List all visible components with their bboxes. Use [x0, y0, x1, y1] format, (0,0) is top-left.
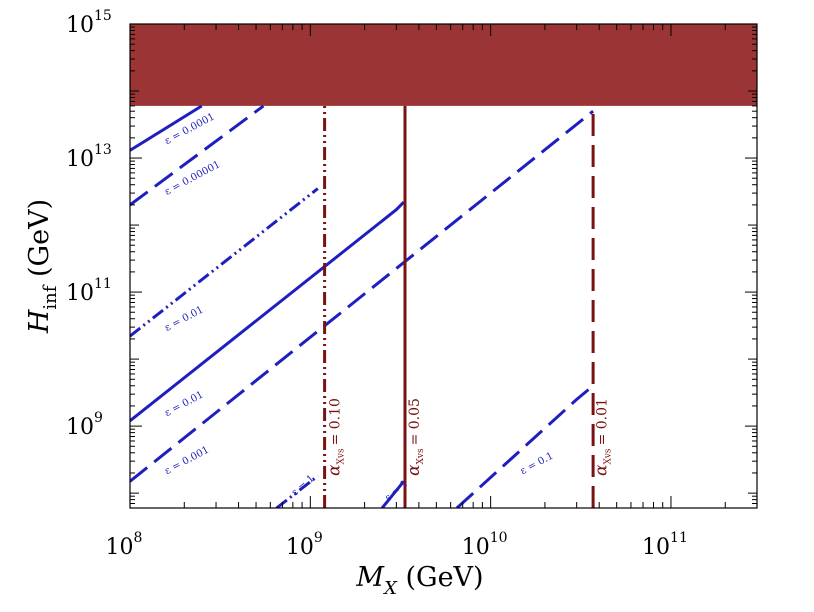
y-axis-title: Hinf (GeV): [24, 199, 61, 334]
x-tick-label-0: 108: [106, 530, 143, 560]
x-tick-label-2: 1010: [462, 530, 508, 560]
y-tick-label-3: 1015: [66, 8, 112, 38]
alpha-label-0: αXvs= 0.10: [324, 398, 346, 476]
excluded-region-band: [130, 24, 757, 106]
plot-frame: [129, 23, 758, 509]
series-line-5: [275, 474, 319, 508]
y-tick-label-2: 1013: [66, 142, 112, 172]
y-tick-label-0: 109: [66, 410, 103, 440]
series-line-3: [130, 201, 405, 422]
alpha-label-1: αXvs= 0.05: [404, 398, 426, 476]
series-line-0: [130, 104, 203, 152]
y-tick-label-1: 1011: [66, 276, 112, 306]
x-tick-label-3: 1011: [642, 530, 688, 560]
series-line-1: [130, 104, 265, 207]
series-line-4: [130, 110, 595, 483]
series-line-6: [380, 480, 405, 508]
series-line-7: [455, 384, 595, 508]
x-tick-label-1: 109: [286, 530, 323, 560]
series-line-2: [130, 187, 319, 338]
alpha-label-2: αXvs= 0.01: [592, 398, 614, 476]
series-layer: [130, 104, 595, 508]
x-axis-title: MX (GeV): [355, 562, 483, 599]
